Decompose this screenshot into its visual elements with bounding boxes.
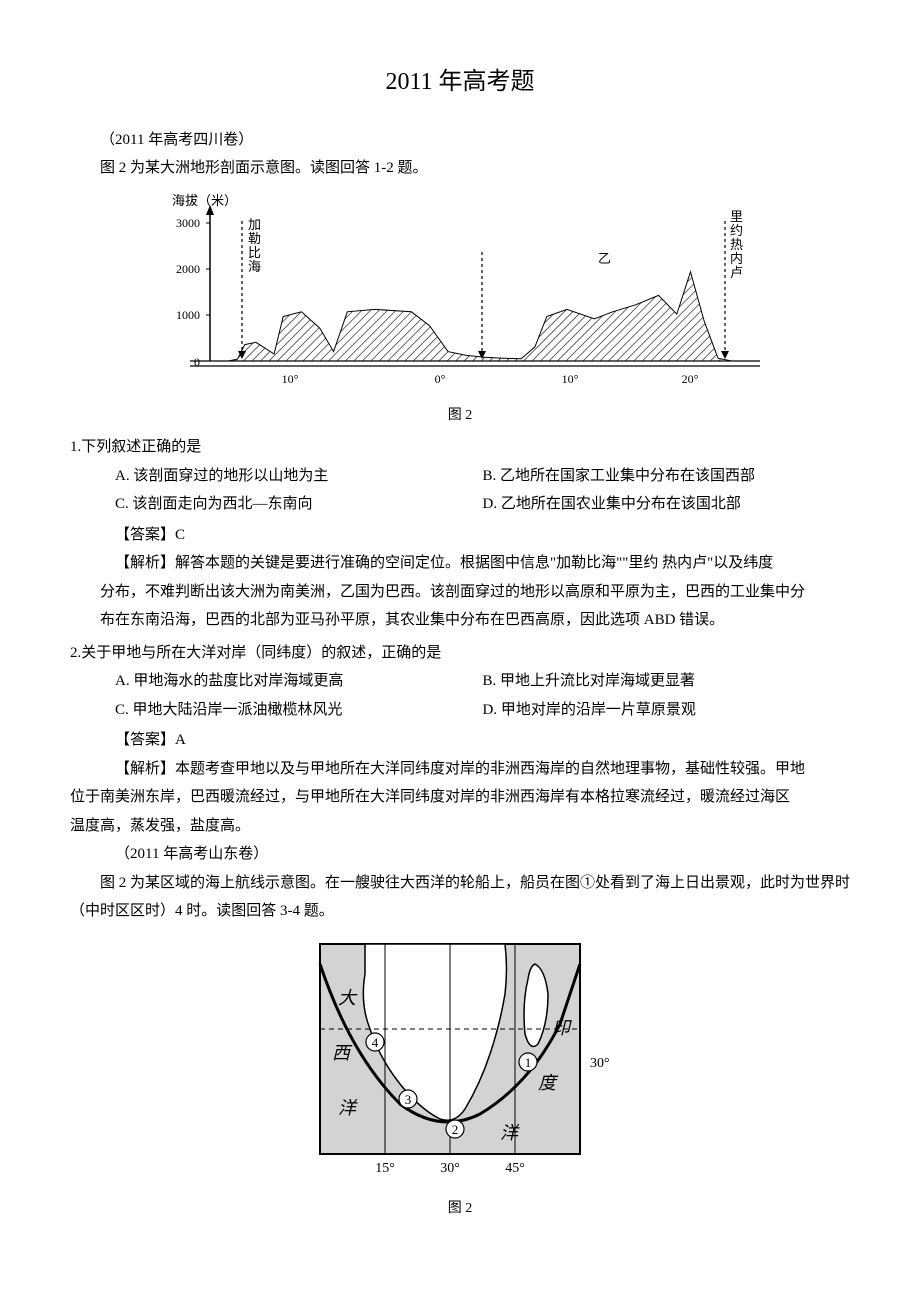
intro-shandong: 图 2 为某区域的海上航线示意图。在一艘驶往大西洋的轮船上，船员在图①处看到了海… (70, 869, 850, 926)
q1-explain-3: 布在东南沿海，巴西的北部为亚马孙平原，其农业集中分布在巴西高原，因此选项 ABD… (70, 606, 850, 635)
svg-text:30°: 30° (440, 1161, 460, 1176)
map-figure: 1 2 3 4 大 西 洋 印 度 洋 30° 15° 30° 45° (70, 934, 850, 1194)
svg-text:里: 里 (730, 209, 743, 224)
svg-text:海: 海 (248, 259, 261, 274)
svg-text:4: 4 (372, 1035, 379, 1050)
map-caption: 图 2 (70, 1196, 850, 1223)
svg-text:45°: 45° (505, 1161, 525, 1176)
q1-stem: 1.下列叙述正确的是 (70, 433, 850, 462)
svg-text:内: 内 (730, 251, 743, 266)
svg-text:洋: 洋 (500, 1123, 520, 1143)
svg-text:2000: 2000 (176, 262, 200, 276)
q2-opt-c: C. 甲地大陆沿岸一派油橄榄林风光 (115, 696, 483, 725)
q2-opt-a: A. 甲地海水的盐度比对岸海域更高 (115, 667, 483, 696)
page-title: 2011 年高考题 (70, 60, 850, 106)
svg-text:卢: 卢 (730, 265, 743, 280)
svg-text:0°: 0° (435, 372, 446, 386)
svg-text:勒: 勒 (248, 231, 261, 246)
svg-text:15°: 15° (375, 1161, 395, 1176)
chart-terrain-profile: 0 1000 2000 3000 海拔（米） 10° 0° 10° 20° (70, 191, 850, 401)
q2-stem: 2.关于甲地与所在大洋对岸（同纬度）的叙述，正确的是 (70, 639, 850, 668)
svg-text:10°: 10° (282, 372, 299, 386)
svg-text:洋: 洋 (338, 1098, 358, 1118)
q1-opt-d: D. 乙地所在国农业集中分布在该国北部 (483, 490, 851, 519)
svg-text:3: 3 (405, 1092, 412, 1107)
svg-text:乙: 乙 (598, 251, 611, 266)
svg-text:印: 印 (552, 1018, 572, 1038)
q1-opt-b: B. 乙地所在国家工业集中分布在该国西部 (483, 462, 851, 491)
intro-sichuan: 图 2 为某大洲地形剖面示意图。读图回答 1-2 题。 (70, 154, 850, 183)
q1-explain-1: 【解析】解答本题的关键是要进行准确的空间定位。根据图中信息"加勒比海""里约 热… (70, 549, 850, 578)
svg-text:加: 加 (248, 217, 261, 232)
svg-text:度: 度 (538, 1073, 559, 1093)
svg-text:1: 1 (525, 1055, 532, 1070)
q2-explain-3: 温度高，蒸发强，盐度高。 (70, 812, 850, 841)
q2-opt-b: B. 甲地上升流比对岸海域更显著 (483, 667, 851, 696)
svg-text:海拔（米）: 海拔（米） (172, 193, 237, 208)
q2-answer: 【答案】A (70, 726, 850, 755)
svg-text:1000: 1000 (176, 308, 200, 322)
svg-text:约: 约 (730, 223, 743, 238)
svg-text:2: 2 (452, 1122, 459, 1137)
svg-text:3000: 3000 (176, 216, 200, 230)
q2-opt-d: D. 甲地对岸的沿岸一片草原景观 (483, 696, 851, 725)
svg-text:热: 热 (730, 237, 743, 252)
svg-text:20°: 20° (682, 372, 699, 386)
svg-text:西: 西 (332, 1043, 353, 1063)
q2-explain-1: 【解析】本题考查甲地以及与甲地所在大洋同纬度对岸的非洲西海岸的自然地理事物，基础… (70, 755, 850, 784)
svg-text:10°: 10° (562, 372, 579, 386)
q2-explain-2: 位于南美洲东岸，巴西暖流经过，与甲地所在大洋同纬度对岸的非洲西海岸有本格拉寒流经… (70, 783, 850, 812)
source-shandong: （2011 年高考山东卷） (70, 840, 850, 869)
q1-opt-a: A. 该剖面穿过的地形以山地为主 (115, 462, 483, 491)
svg-text:30°: 30° (590, 1056, 610, 1071)
q1-opt-c: C. 该剖面走向为西北—东南向 (115, 490, 483, 519)
q1-answer: 【答案】C (70, 521, 850, 550)
svg-text:大: 大 (338, 988, 358, 1008)
svg-text:0: 0 (194, 355, 200, 369)
source-sichuan: （2011 年高考四川卷） (70, 126, 850, 155)
q1-explain-2: 分布，不难判断出该大洲为南美洲，乙国为巴西。该剖面穿过的地形以高原和平原为主，巴… (70, 578, 850, 607)
chart1-caption: 图 2 (70, 403, 850, 430)
svg-text:比: 比 (248, 245, 261, 260)
